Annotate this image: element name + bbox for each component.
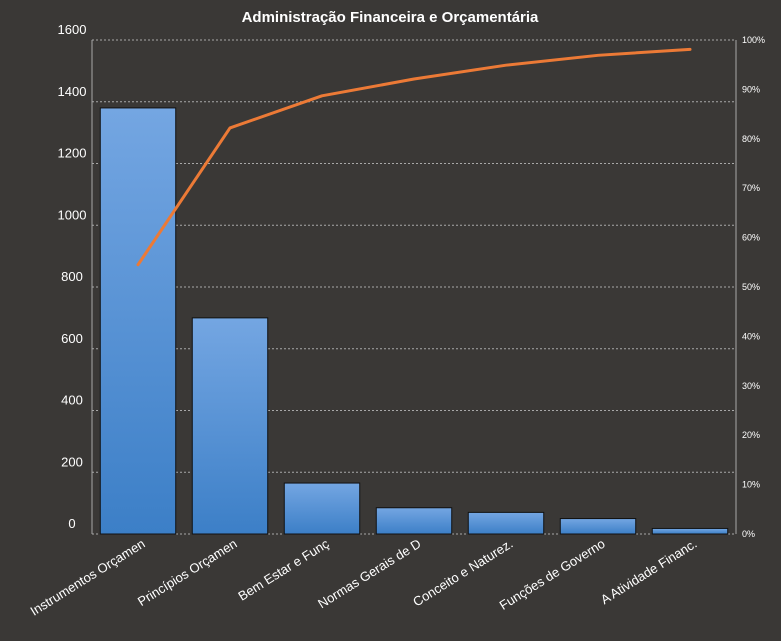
y2-tick-label: 70%: [742, 183, 760, 193]
y2-tick-label: 60%: [742, 233, 760, 243]
y-tick-label: 1400: [58, 84, 87, 99]
cumulative-line: [136, 47, 692, 267]
y2-tick-label: 10%: [742, 480, 760, 490]
y2-tick-label: 40%: [742, 331, 760, 341]
y2-tick-label: 80%: [742, 134, 760, 144]
y-tick-label: 600: [61, 331, 83, 346]
y2-tick-label: 20%: [742, 430, 760, 440]
y-tick-label: 1200: [58, 146, 87, 161]
y2-tick-label: 50%: [742, 282, 760, 292]
bar: [375, 507, 453, 535]
bar: [283, 482, 361, 535]
bars: [99, 107, 729, 535]
y-tick-label: 1600: [58, 22, 87, 37]
y2-tick-label: 0%: [742, 529, 755, 539]
chart-title: Administração Financeira e Orçamentária: [242, 9, 539, 26]
y-tick-label: 1000: [58, 207, 87, 222]
y-tick-label: 200: [61, 454, 83, 469]
bar: [651, 527, 729, 535]
y2-tick-label: 90%: [742, 84, 760, 94]
y2-tick-label: 30%: [742, 381, 760, 391]
y-tick-label: 400: [61, 393, 83, 408]
bar: [191, 317, 269, 535]
bar: [467, 511, 545, 535]
secondary-y-axis: 0% 10% 20% 30% 40% 50% 60% 70% 80% 90% 100%: [742, 35, 765, 539]
primary-y-axis: 0 200 400 600 800 1000 1200 1400 1600: [58, 22, 87, 531]
bar: [559, 518, 637, 535]
y2-tick-label: 100%: [742, 35, 765, 45]
y-tick-label: 0: [68, 516, 75, 531]
bar: [99, 107, 177, 535]
cumulative-line-path: [136, 47, 692, 267]
y-tick-label: 800: [61, 269, 83, 284]
